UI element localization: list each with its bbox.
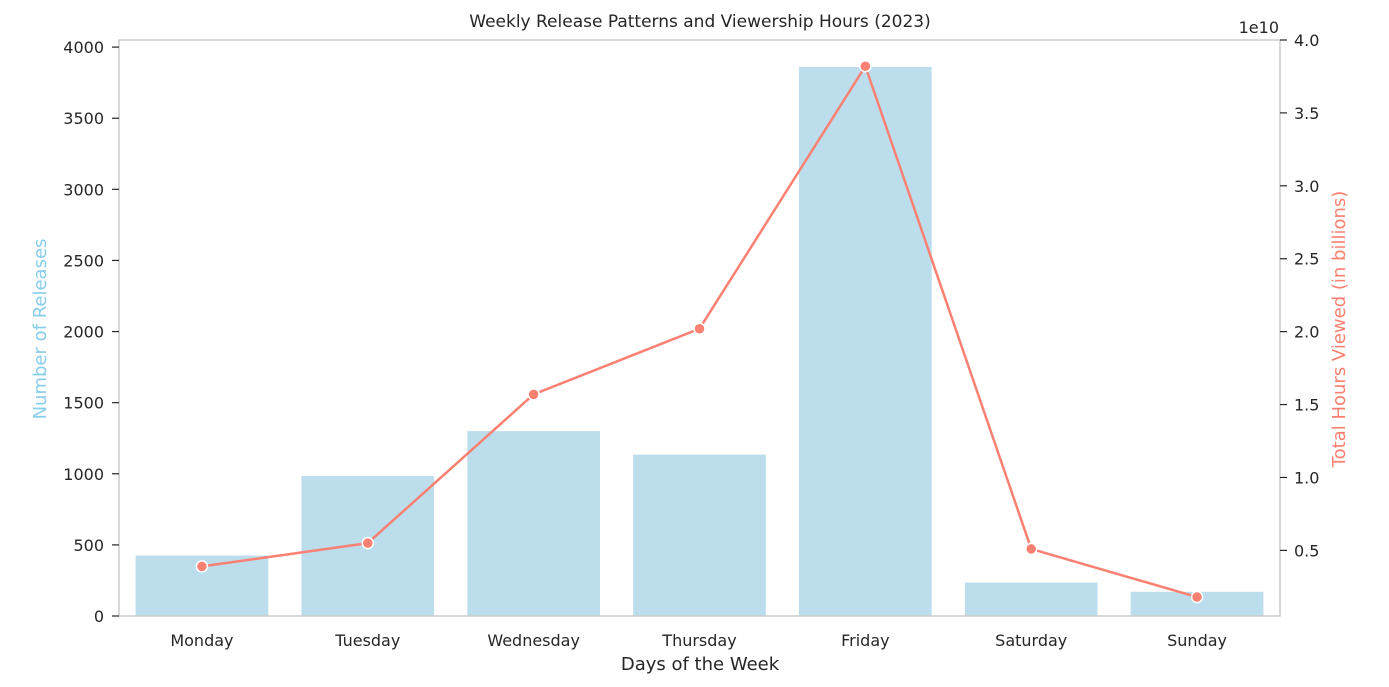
chart-title: Weekly Release Patterns and Viewership H… — [469, 12, 930, 32]
left-tick-label: 3500 — [63, 109, 104, 128]
point-wednesday — [527, 388, 540, 401]
right-tick-label: 3.5 — [1294, 104, 1319, 123]
left-tick-label: 2500 — [63, 251, 104, 270]
right-tick-label: 1.5 — [1294, 396, 1319, 415]
left-axis-label: Number of Releases — [30, 239, 51, 420]
bar-thursday — [633, 454, 766, 616]
right-tick-label: 1.0 — [1294, 468, 1319, 487]
x-axis-label: Days of the Week — [621, 654, 780, 675]
left-tick-label: 3000 — [63, 180, 104, 199]
point-monday — [195, 560, 209, 573]
x-tick-label-saturday: Saturday — [995, 631, 1067, 650]
bar-series — [135, 67, 1264, 617]
right-axis-offset-label: 1e10 — [1239, 18, 1279, 37]
x-tick-label-friday: Friday — [841, 631, 890, 650]
right-axis-ticks: 0.5 1.0 1.5 2.0 2.5 3.0 3.5 4.0 — [1280, 31, 1319, 560]
point-tuesday — [361, 536, 375, 550]
left-tick-label: 0 — [94, 607, 104, 626]
left-axis-ticks: 0 500 1000 1500 2000 2500 3000 3500 4000 — [63, 38, 119, 626]
left-tick-label: 1000 — [63, 465, 104, 484]
point-thursday — [693, 322, 706, 335]
point-saturday — [1024, 542, 1038, 556]
bar-saturday — [964, 582, 1098, 616]
x-tick-label-thursday: Thursday — [661, 631, 736, 650]
line-series — [195, 59, 1204, 604]
left-tick-label: 2000 — [63, 323, 104, 342]
left-tick-label: 4000 — [63, 38, 104, 57]
right-tick-label: 2.5 — [1294, 250, 1319, 269]
right-tick-label: 0.5 — [1294, 541, 1319, 560]
plot-frame — [118, 39, 1281, 617]
right-tick-label: 3.0 — [1294, 177, 1319, 196]
x-tick-label-tuesday: Tuesday — [334, 631, 400, 650]
bar-friday — [799, 67, 932, 617]
x-tick-label-monday: Monday — [170, 631, 233, 650]
x-tick-label-wednesday: Wednesday — [487, 631, 580, 650]
left-tick-label: 500 — [73, 536, 104, 555]
left-tick-label: 1500 — [63, 394, 104, 413]
point-sunday — [1190, 590, 1204, 604]
right-axis-label: Total Hours Viewed (in billions) — [1329, 191, 1350, 469]
x-axis-ticks: Monday Tuesday Wednesday Thursday Friday Satu… — [170, 631, 1227, 650]
right-tick-label: 4.0 — [1294, 31, 1319, 50]
x-tick-label-sunday: Sunday — [1167, 631, 1227, 650]
point-friday — [859, 59, 872, 73]
right-tick-label: 2.0 — [1294, 323, 1319, 342]
bar-wednesday — [467, 431, 600, 616]
